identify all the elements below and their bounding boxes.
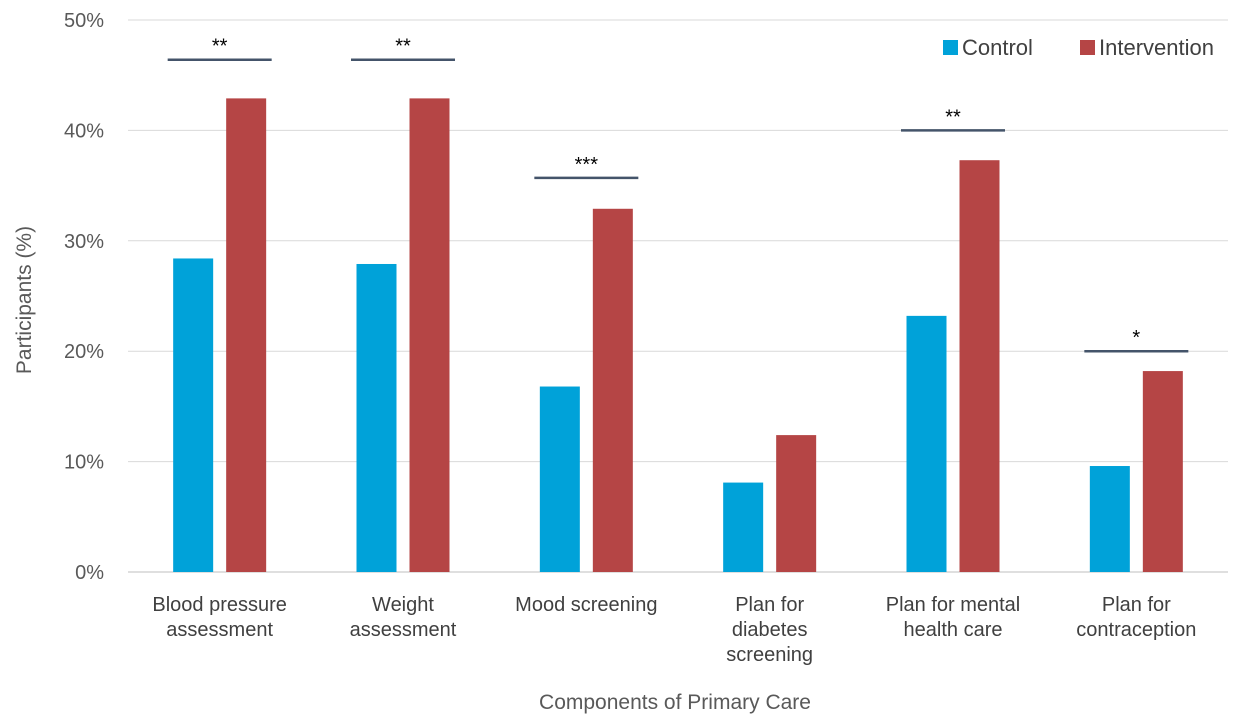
significance-label: ** <box>945 106 961 128</box>
category-label: screening <box>726 644 813 666</box>
bar-intervention-2 <box>592 208 633 572</box>
category-label: assessment <box>350 619 457 641</box>
y-tick-label: 0% <box>75 562 104 584</box>
y-tick-label: 10% <box>64 452 104 474</box>
bar-intervention-4 <box>959 160 1000 572</box>
y-axis-ticks: 0% 10% 20% 30% 40% 50% <box>64 10 104 584</box>
legend-swatch-intervention <box>1080 40 1095 55</box>
category-label: Plan for <box>1102 594 1171 616</box>
category-label: contraception <box>1076 619 1196 641</box>
bar-control-3 <box>723 482 764 572</box>
y-tick-label: 50% <box>64 10 104 32</box>
category-label: Blood pressure <box>152 594 287 616</box>
x-axis-categories: Blood pressure assessment Weight assessment… <box>152 594 1196 666</box>
category-label: health care <box>904 619 1003 641</box>
significance-markers: ** ******** <box>167 36 1189 353</box>
bars <box>173 98 1183 572</box>
gridlines <box>128 19 1228 573</box>
y-axis-title: Participants (%) <box>13 226 36 374</box>
category-label: assessment <box>166 619 273 641</box>
bar-control-4 <box>906 315 947 572</box>
y-tick-label: 30% <box>64 231 104 253</box>
category-label: Plan for mental <box>886 594 1021 616</box>
bar-control-1 <box>356 263 397 572</box>
bar-control-2 <box>539 386 580 572</box>
significance-label: * <box>1132 327 1140 349</box>
legend-label-control: Control <box>962 35 1033 60</box>
bar-intervention-3 <box>776 435 817 572</box>
legend: Control Intervention <box>943 35 1214 60</box>
legend-swatch-control <box>943 40 958 55</box>
y-tick-label: 40% <box>64 120 104 142</box>
y-tick-label: 20% <box>64 341 104 363</box>
legend-label-intervention: Intervention <box>1099 35 1214 60</box>
bar-intervention-5 <box>1142 371 1183 572</box>
category-label: diabetes <box>732 619 808 641</box>
significance-label: ** <box>395 36 411 58</box>
significance-label: *** <box>575 154 599 176</box>
category-label: Plan for <box>735 594 804 616</box>
x-axis-title: Components of Primary Care <box>539 691 811 714</box>
category-label: Mood screening <box>515 594 657 616</box>
bar-control-5 <box>1089 466 1130 572</box>
bar-intervention-0 <box>226 98 267 572</box>
bar-control-0 <box>173 258 214 572</box>
bar-intervention-1 <box>409 98 450 572</box>
category-label: Weight <box>372 594 434 616</box>
significance-label: ** <box>212 36 228 58</box>
